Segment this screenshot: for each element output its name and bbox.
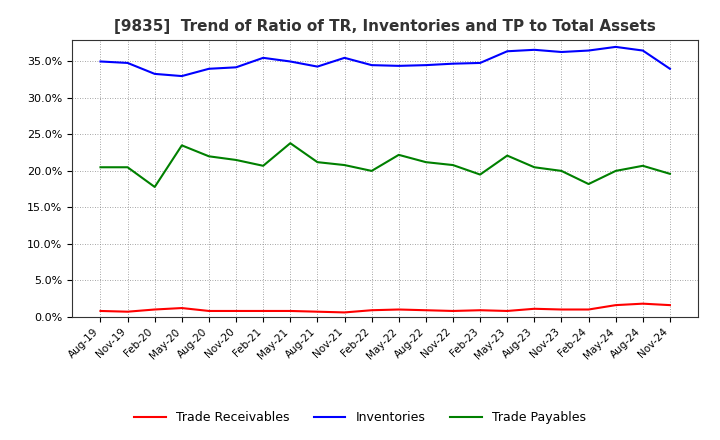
Inventories <box>178 73 186 79</box>
Trade Payables <box>639 163 647 169</box>
Trade Payables <box>584 181 593 187</box>
Trade Receivables <box>665 302 674 308</box>
Inventories <box>341 55 349 60</box>
Inventories <box>232 65 240 70</box>
Inventories <box>503 49 511 54</box>
Trade Receivables <box>449 308 457 314</box>
Trade Receivables <box>557 307 566 312</box>
Inventories <box>395 63 403 69</box>
Inventories <box>530 47 539 52</box>
Trade Payables <box>421 160 430 165</box>
Trade Payables <box>611 168 620 173</box>
Inventories <box>449 61 457 66</box>
Inventories <box>96 59 105 64</box>
Trade Payables <box>313 160 322 165</box>
Trade Payables <box>204 154 213 159</box>
Trade Payables <box>96 165 105 170</box>
Trade Receivables <box>178 305 186 311</box>
Trade Payables <box>665 171 674 176</box>
Trade Receivables <box>313 309 322 314</box>
Trade Receivables <box>367 308 376 313</box>
Trade Receivables <box>584 307 593 312</box>
Inventories <box>639 48 647 53</box>
Line: Trade Receivables: Trade Receivables <box>101 304 670 312</box>
Trade Receivables <box>341 310 349 315</box>
Title: [9835]  Trend of Ratio of TR, Inventories and TP to Total Assets: [9835] Trend of Ratio of TR, Inventories… <box>114 19 656 34</box>
Line: Trade Payables: Trade Payables <box>101 143 670 187</box>
Trade Receivables <box>96 308 105 314</box>
Inventories <box>286 59 294 64</box>
Trade Receivables <box>421 308 430 313</box>
Trade Receivables <box>476 308 485 313</box>
Inventories <box>665 66 674 71</box>
Trade Receivables <box>503 308 511 314</box>
Inventories <box>313 64 322 69</box>
Trade Payables <box>123 165 132 170</box>
Trade Payables <box>286 140 294 146</box>
Trade Payables <box>476 172 485 177</box>
Trade Receivables <box>286 308 294 314</box>
Trade Payables <box>367 168 376 173</box>
Inventories <box>584 48 593 53</box>
Trade Payables <box>259 163 268 169</box>
Inventories <box>150 71 159 77</box>
Trade Payables <box>557 168 566 173</box>
Trade Payables <box>178 143 186 148</box>
Trade Receivables <box>232 308 240 314</box>
Legend: Trade Receivables, Inventories, Trade Payables: Trade Receivables, Inventories, Trade Pa… <box>130 407 590 429</box>
Inventories <box>204 66 213 71</box>
Inventories <box>611 44 620 50</box>
Trade Payables <box>341 162 349 168</box>
Inventories <box>557 49 566 55</box>
Trade Receivables <box>123 309 132 314</box>
Inventories <box>421 62 430 68</box>
Trade Payables <box>503 153 511 158</box>
Trade Receivables <box>150 307 159 312</box>
Line: Inventories: Inventories <box>101 47 670 76</box>
Trade Payables <box>395 152 403 158</box>
Inventories <box>259 55 268 60</box>
Inventories <box>476 60 485 66</box>
Trade Receivables <box>395 307 403 312</box>
Trade Receivables <box>530 306 539 312</box>
Trade Payables <box>449 162 457 168</box>
Trade Payables <box>232 158 240 163</box>
Trade Payables <box>150 184 159 190</box>
Trade Receivables <box>611 302 620 308</box>
Inventories <box>123 60 132 66</box>
Trade Payables <box>530 165 539 170</box>
Trade Receivables <box>204 308 213 314</box>
Trade Receivables <box>639 301 647 306</box>
Inventories <box>367 62 376 68</box>
Trade Receivables <box>259 308 268 314</box>
